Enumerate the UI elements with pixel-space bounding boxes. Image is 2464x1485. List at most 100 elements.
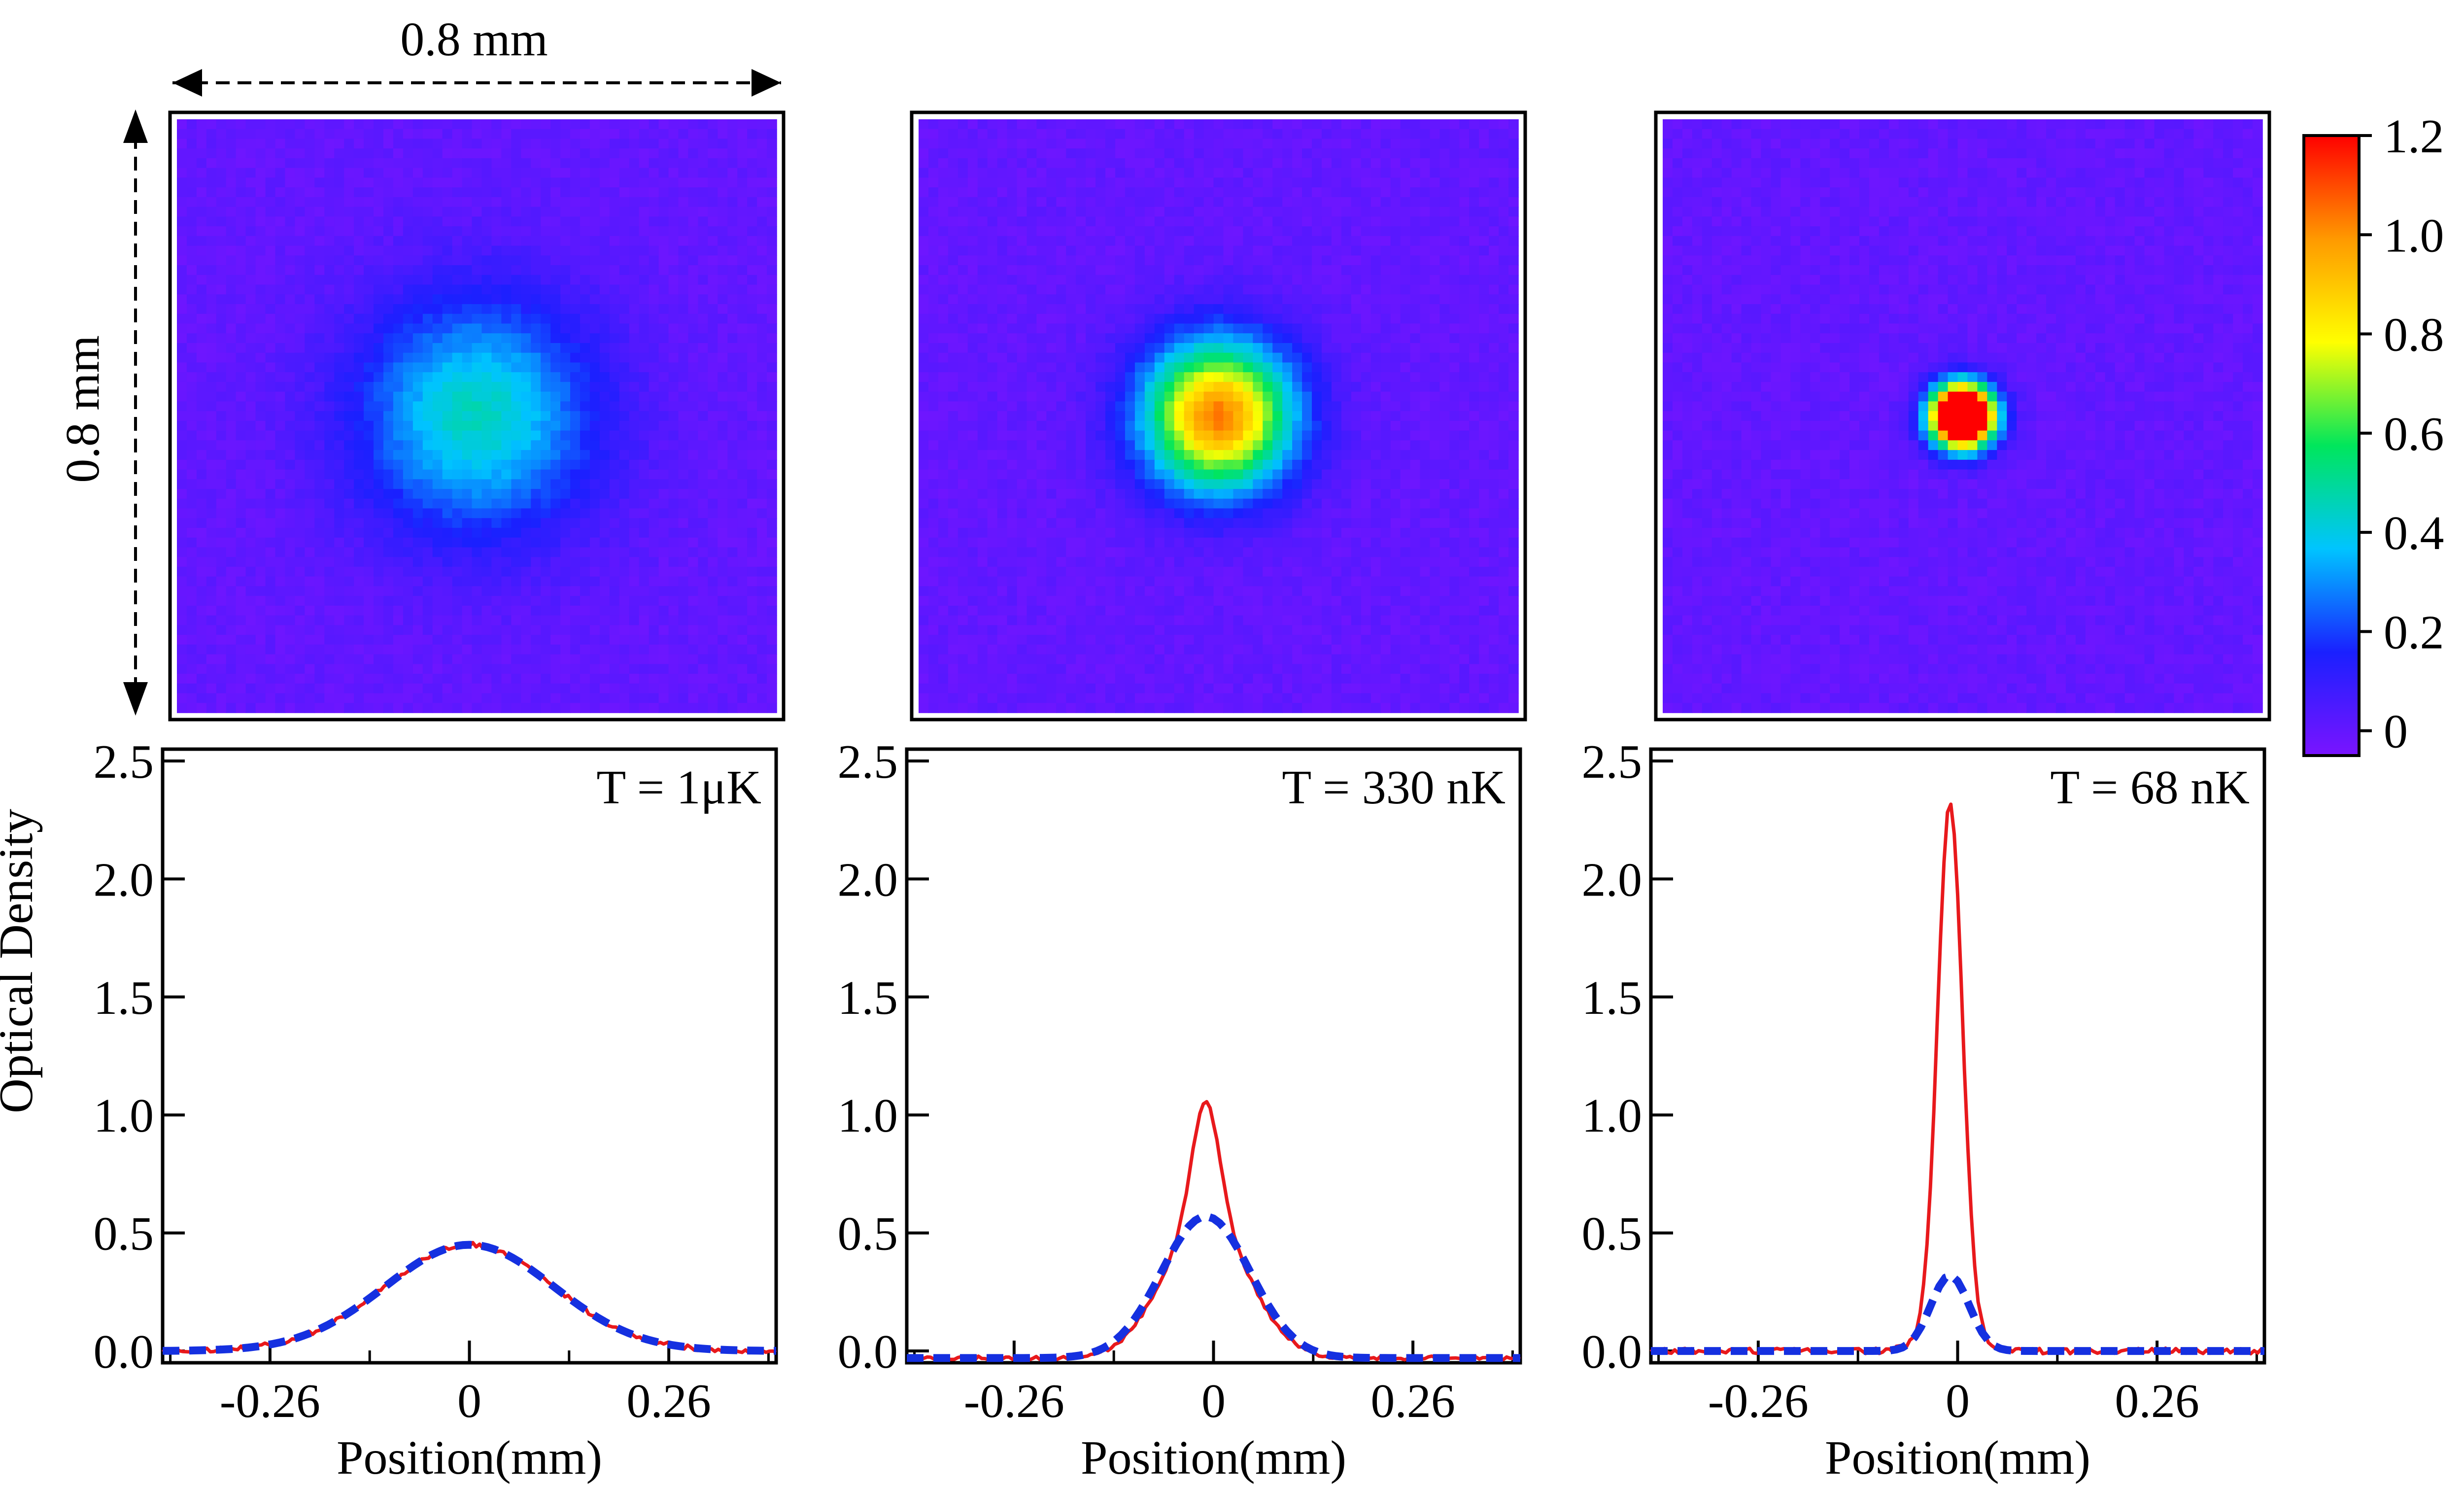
od-pixel (570, 313, 581, 324)
od-pixel (354, 226, 364, 237)
od-pixel (541, 703, 551, 713)
od-pixel (196, 654, 207, 665)
od-pixel (295, 216, 306, 227)
od-pixel (305, 479, 315, 489)
od-pixel (550, 236, 561, 246)
od-pixel (541, 333, 551, 344)
od-pixel (1420, 138, 1431, 149)
od-pixel (511, 236, 522, 246)
od-pixel (1449, 304, 1460, 314)
od-pixel (1321, 138, 1332, 149)
od-pixel (589, 654, 600, 665)
od-pixel (1154, 138, 1165, 149)
od-pixel (1469, 168, 1479, 178)
od-pixel (334, 284, 344, 295)
od-pixel (580, 255, 590, 266)
od-pixel (1449, 187, 1460, 198)
od-pixel (938, 119, 949, 130)
od-pixel (1459, 119, 1470, 130)
od-pixel (374, 333, 384, 344)
od-pixel (324, 654, 335, 665)
od-pixel (1017, 207, 1027, 217)
od-pixel (698, 372, 709, 382)
od-pixel (1449, 197, 1460, 207)
od-pixel (403, 333, 413, 344)
od-pixel (177, 158, 187, 169)
od-pixel (698, 459, 709, 470)
od-pixel (324, 294, 335, 305)
od-pixel (767, 664, 777, 674)
od-pixel (678, 547, 689, 557)
od-pixel (491, 158, 502, 169)
od-pixel (560, 625, 571, 635)
od-pixel (334, 566, 344, 577)
od-pixel (305, 343, 315, 353)
od-pixel (541, 420, 551, 431)
od-pixel (948, 313, 958, 324)
od-pixel (452, 557, 463, 567)
od-pixel (649, 586, 659, 596)
od-pixel (599, 605, 610, 616)
od-pixel (295, 605, 306, 616)
od-pixel (757, 216, 767, 227)
od-pixel (305, 518, 315, 528)
od-pixel (531, 644, 541, 655)
od-pixel (511, 576, 522, 587)
od-pixel (1439, 119, 1450, 130)
od-pixel (452, 625, 463, 635)
od-pixel (1430, 187, 1440, 198)
od-pixel (1017, 304, 1027, 314)
od-pixel (324, 372, 335, 382)
od-pixel (1036, 207, 1047, 217)
od-pixel (727, 430, 738, 441)
od-pixel (501, 644, 512, 655)
od-pixel (997, 294, 1008, 305)
od-pixel (511, 284, 522, 295)
od-pixel (658, 129, 669, 139)
od-pixel (1027, 119, 1037, 130)
od-pixel (245, 644, 256, 655)
od-pixel (541, 294, 551, 305)
od-pixel (757, 284, 767, 295)
od-pixel (314, 197, 325, 207)
od-pixel (698, 401, 709, 412)
od-pixel (609, 547, 620, 557)
od-pixel (1203, 245, 1214, 256)
od-pixel (1321, 236, 1332, 246)
od-pixel (1370, 255, 1381, 266)
od-pixel (1046, 216, 1057, 227)
od-pixel (1134, 129, 1145, 139)
od-pixel (511, 207, 522, 217)
od-pixel (1272, 158, 1283, 169)
od-pixel (550, 527, 561, 538)
od-pixel (580, 138, 590, 149)
od-pixel (1174, 245, 1185, 256)
od-pixel (1370, 119, 1381, 130)
od-pixel (1194, 129, 1204, 139)
od-pixel (737, 391, 748, 402)
od-pixel (757, 313, 767, 324)
od-pixel (668, 138, 679, 149)
od-pixel (580, 187, 590, 198)
od-pixel (747, 168, 757, 178)
od-pixel (186, 158, 197, 169)
od-pixel (609, 129, 620, 139)
od-pixel (541, 625, 551, 635)
od-pixel (452, 498, 463, 509)
od-pixel (295, 566, 306, 577)
od-pixel (481, 411, 492, 421)
od-pixel (580, 411, 590, 421)
od-pixel (1066, 226, 1077, 237)
od-pixel (236, 372, 246, 382)
od-pixel (767, 372, 777, 382)
od-pixel (374, 527, 384, 538)
od-pixel (688, 625, 699, 635)
od-pixel (491, 275, 502, 285)
od-pixel (1194, 304, 1204, 314)
od-pixel (472, 430, 482, 441)
od-pixel (177, 168, 187, 178)
od-pixel (580, 537, 590, 548)
od-pixel (678, 265, 689, 276)
od-pixel (177, 576, 187, 587)
od-pixel (550, 459, 561, 470)
